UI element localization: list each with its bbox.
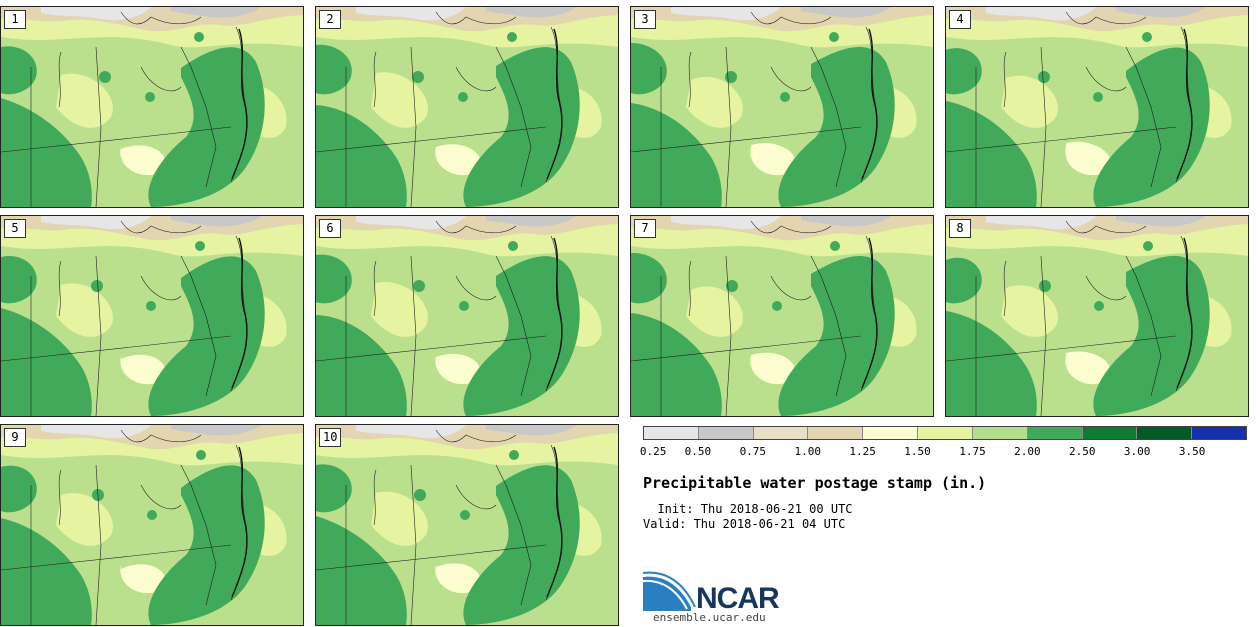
colorbar-tick-label: 3.00	[1123, 445, 1151, 458]
colorbar-cell	[1082, 427, 1138, 439]
colorbar	[643, 426, 1247, 440]
colorbar-tick-label: 1.50	[904, 445, 931, 458]
colorbar-cell	[918, 427, 973, 439]
stamp-member-label: 2	[319, 10, 341, 29]
postage-stamp-map: 5	[0, 215, 304, 417]
postage-stamp-map: 10	[315, 424, 619, 626]
colorbar-cell	[1192, 427, 1246, 439]
colorbar-tick-label: 2.50	[1069, 445, 1096, 458]
colorbar-cell	[863, 427, 919, 439]
valid-time: Valid: Thu 2018-06-21 04 UTC	[643, 517, 846, 531]
colorbar-tick-label: 0.50	[684, 445, 712, 458]
figure-title: Precipitable water postage stamp (in.)	[643, 474, 987, 492]
stamp-member-label: 1	[4, 10, 26, 29]
colorbar-tick-label: 1.75	[959, 445, 986, 458]
colorbar-cell	[808, 427, 864, 439]
stamp-member-label: 6	[319, 219, 341, 238]
postage-stamp-map: 1	[0, 6, 304, 208]
stamp-member-label: 7	[634, 219, 656, 238]
stamp-member-label: 3	[634, 10, 656, 29]
colorbar-cell	[1137, 427, 1193, 439]
postage-stamp-map: 3	[630, 6, 934, 208]
stamp-member-label: 10	[319, 428, 342, 447]
ncar-url: ensemble.ucar.edu	[653, 611, 766, 624]
colorbar-tick-labels: 0.25 0.50 0.75 1.00 1.25 1.50 1.75 2.00 2.50 3.00…	[639, 445, 1247, 459]
colorbar-tick-label: 3.50	[1178, 445, 1206, 458]
colorbar-cell	[698, 427, 754, 439]
stamp-member-label: 4	[949, 10, 971, 29]
postage-stamp-map: 4	[945, 6, 1249, 208]
ncar-logo-icon	[643, 571, 696, 611]
colorbar-cell	[972, 427, 1028, 439]
stamp-member-label: 8	[949, 219, 971, 238]
stamp-member-label: 5	[4, 219, 26, 238]
postage-stamp-map: 2	[315, 6, 619, 208]
stamp-member-label: 9	[4, 428, 26, 447]
colorbar-tick-label: 2.00	[1014, 445, 1041, 458]
colorbar-tick-label: 1.25	[849, 445, 876, 458]
postage-stamp-map: 8	[945, 215, 1249, 417]
colorbar-tick-label: 0.75	[739, 445, 767, 458]
colorbar-tick-label: 0.25	[639, 445, 667, 458]
colorbar-cell	[1027, 427, 1083, 439]
colorbar-cell	[753, 427, 809, 439]
postage-stamp-map: 6	[315, 215, 619, 417]
colorbar-cell	[644, 427, 699, 439]
ncar-logo-text: NCAR	[696, 582, 780, 615]
postage-stamp-map: 9	[0, 424, 304, 626]
postage-stamp-map: 7	[630, 215, 934, 417]
init-time: Init: Thu 2018-06-21 00 UTC	[643, 502, 853, 516]
colorbar-tick-label: 1.00	[794, 445, 821, 458]
